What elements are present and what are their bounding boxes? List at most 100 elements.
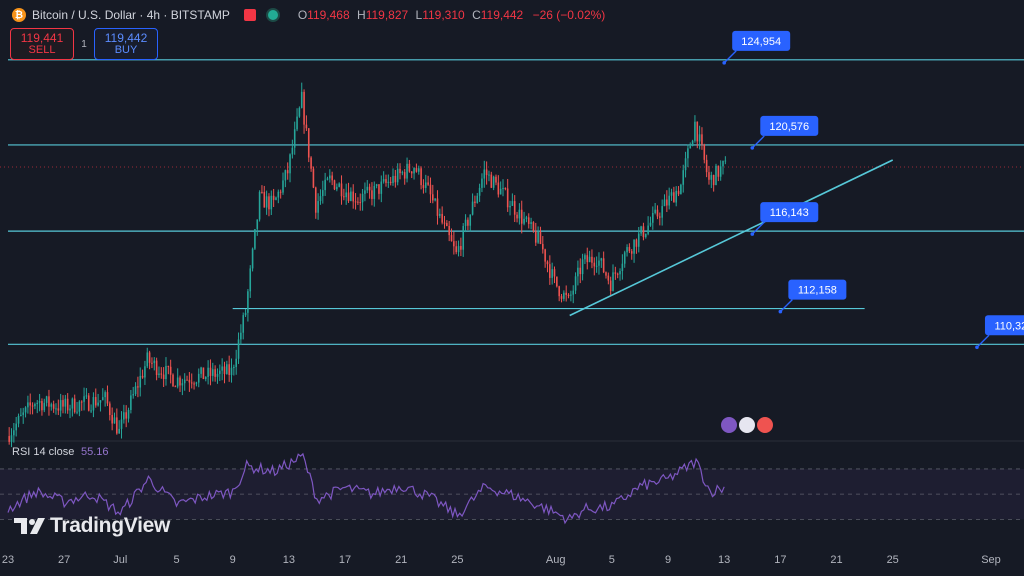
x-tick-label: 9 <box>230 554 236 566</box>
candle-body <box>83 396 85 402</box>
sell-label: SELL <box>28 44 56 56</box>
candle-body <box>165 365 167 380</box>
candle-body <box>637 233 640 247</box>
candle-body <box>144 366 146 378</box>
callout-box <box>760 115 819 136</box>
sell-price: 119,441 <box>20 31 64 45</box>
x-tick-label: Sep <box>981 554 1001 566</box>
callout-anchor <box>975 345 979 350</box>
candle-body <box>675 190 678 203</box>
candle-body <box>410 171 413 174</box>
candle-body <box>469 214 472 226</box>
candle-body <box>546 261 549 265</box>
candle-body <box>223 366 226 374</box>
buy-label: BUY <box>114 44 138 56</box>
candle-body <box>527 217 530 224</box>
callout-box <box>760 202 819 223</box>
open-key: O <box>297 8 308 22</box>
candle-body <box>682 170 685 185</box>
candle-body <box>50 404 53 407</box>
candle-body <box>155 360 158 376</box>
high-key: H <box>357 8 366 22</box>
candle-body <box>511 201 514 206</box>
callout-label: 124,954 <box>741 36 781 48</box>
candle-body <box>635 239 638 247</box>
symbol-title[interactable]: Bitcoin / U.S. Dollar · 4h · BITSTAMP <box>32 8 230 22</box>
candle-body <box>499 188 502 195</box>
candle-body <box>614 272 617 274</box>
candle-body <box>490 174 493 188</box>
candle-body <box>148 352 151 363</box>
candle-body <box>640 226 642 234</box>
candle-body <box>670 192 673 196</box>
event-markers[interactable] <box>719 415 775 435</box>
candle-body <box>375 184 378 187</box>
candle-body <box>291 147 294 155</box>
candle-body <box>413 168 415 174</box>
candle-body <box>556 276 558 287</box>
x-tick-label: 5 <box>609 554 615 566</box>
candle-body <box>520 209 523 224</box>
candle-body <box>523 218 525 224</box>
candle-body <box>467 219 469 226</box>
candle-body <box>226 364 228 374</box>
candle-body <box>591 256 593 263</box>
candle-body <box>90 410 92 412</box>
buy-button[interactable]: 119,442 BUY <box>94 28 158 60</box>
candle-body <box>307 128 310 158</box>
candle-body <box>661 206 663 218</box>
rsi-title: RSI 14 close <box>12 446 74 458</box>
candle-body <box>22 412 25 415</box>
flag-icon[interactable] <box>243 9 256 21</box>
us-flag-icon-2[interactable] <box>755 415 775 435</box>
symbol-header: ₿ Bitcoin / U.S. Dollar · 4h · BITSTAMP … <box>12 6 605 24</box>
candle-body <box>125 412 127 419</box>
x-tick-label: 5 <box>173 554 179 566</box>
candle-body <box>69 408 71 411</box>
candle-body <box>31 405 34 407</box>
candles <box>8 82 727 448</box>
candle-body <box>188 379 191 383</box>
candle-body <box>368 186 371 191</box>
candle-body <box>602 258 605 273</box>
candle-body <box>230 367 233 375</box>
candle-body <box>146 352 149 367</box>
candle-body <box>516 214 518 219</box>
us-flag-icon[interactable] <box>737 415 757 435</box>
candle-body <box>525 217 528 219</box>
candle-body <box>560 296 563 299</box>
candle-body <box>176 377 179 387</box>
candle-body <box>71 398 74 409</box>
candle-body <box>446 223 448 226</box>
candle-body <box>539 231 542 244</box>
callout-pointer <box>976 334 990 348</box>
candle-body <box>417 168 420 172</box>
candle-body <box>352 191 355 202</box>
candle-body <box>336 186 338 190</box>
level-callouts[interactable]: 124,954 120,576 116,143 112,158 110,320 <box>722 30 1024 350</box>
candle-body <box>506 188 509 208</box>
candle-body <box>378 184 380 194</box>
market-status-icon[interactable] <box>265 8 280 22</box>
lightning-icon[interactable] <box>719 415 739 435</box>
candle-body <box>680 184 682 195</box>
candle-body <box>691 140 694 147</box>
trendline[interactable] <box>569 159 894 317</box>
candle-body <box>244 312 247 316</box>
candle-body <box>249 268 252 292</box>
logo-text: TradingView <box>50 514 171 537</box>
candle-body <box>209 367 212 376</box>
candle-body <box>455 246 458 253</box>
candle-body <box>116 417 118 434</box>
candle-body <box>460 246 462 250</box>
sell-button[interactable]: 119,441 SELL <box>10 28 74 60</box>
rsi-line <box>7 452 725 525</box>
candle-body <box>282 180 284 193</box>
candle-body <box>87 395 90 411</box>
candle-body <box>29 402 32 406</box>
candle-body <box>36 402 39 405</box>
x-tick-label: Aug <box>546 554 566 566</box>
candle-body <box>137 386 139 388</box>
candle-body <box>509 205 511 208</box>
